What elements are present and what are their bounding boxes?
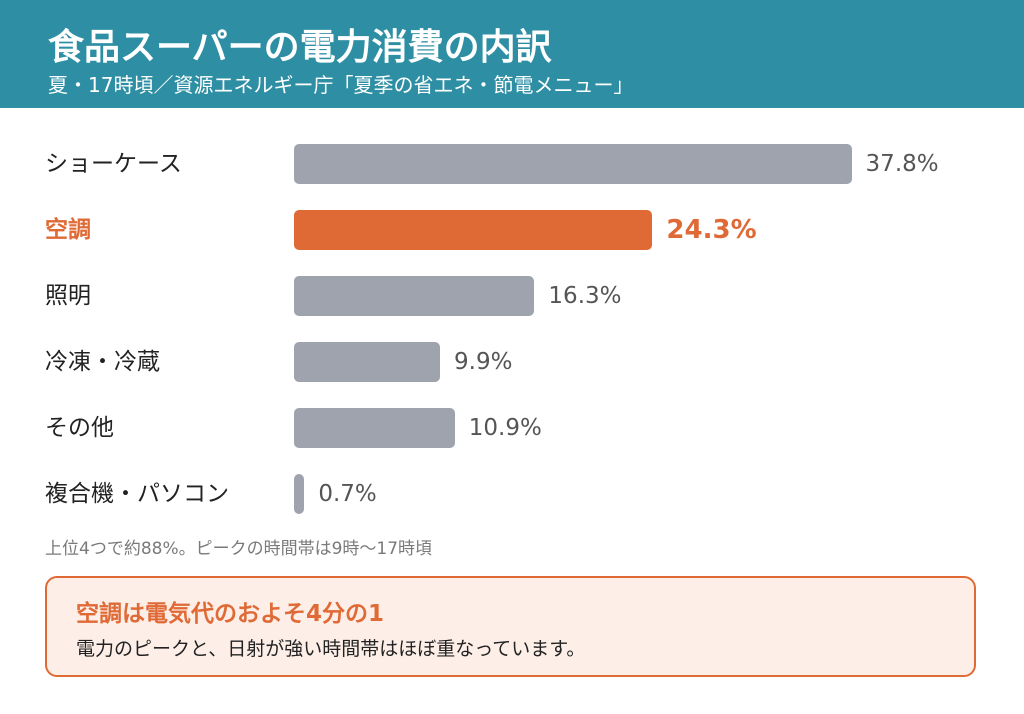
- bar: [294, 210, 653, 250]
- category-label: その他: [45, 415, 114, 441]
- value-label: 37.8%: [865, 151, 939, 177]
- header-banner: 食品スーパーの電力消費の内訳 夏・17時頃／資源エネルギー庁「夏季の省エネ・節電…: [0, 0, 1024, 108]
- category-label: 空調: [45, 217, 91, 243]
- chart-row: 空調 24.3%: [0, 210, 1024, 250]
- chart-row: ショーケース 37.8%: [0, 144, 1024, 184]
- bar: [294, 408, 455, 448]
- bar-chart: ショーケース 37.8% 空調 24.3% 照明 16.3% 冷凍・冷蔵 9.9% その他 10.…: [0, 130, 1024, 530]
- value-label: 24.3%: [666, 215, 757, 245]
- category-label: 冷凍・冷蔵: [45, 349, 160, 375]
- callout-body: 電力のピークと、日射が強い時間帯はほぼ重なっています。: [76, 638, 586, 660]
- category-label: ショーケース: [45, 151, 182, 177]
- value-label: 9.9%: [454, 349, 513, 375]
- value-label: 0.7%: [318, 481, 377, 507]
- category-label: 照明: [45, 283, 91, 309]
- bar: [294, 342, 441, 382]
- chart-row: その他 10.9%: [0, 408, 1024, 448]
- chart-note: 上位4つで約88%。ピークの時間帯は9時〜17時頃: [45, 539, 433, 559]
- bar: [294, 276, 535, 316]
- value-label: 16.3%: [548, 283, 622, 309]
- value-label: 10.9%: [468, 415, 542, 441]
- chart-row: 複合機・パソコン 0.7%: [0, 474, 1024, 514]
- callout-title: 空調は電気代のおよそ4分の1: [76, 601, 385, 627]
- page-subtitle: 夏・17時頃／資源エネルギー庁「夏季の省エネ・節電メニュー」: [48, 73, 634, 97]
- bar: [294, 144, 852, 184]
- page-title: 食品スーパーの電力消費の内訳: [48, 27, 552, 68]
- chart-row: 冷凍・冷蔵 9.9%: [0, 342, 1024, 382]
- bar: [294, 474, 305, 514]
- chart-row: 照明 16.3%: [0, 276, 1024, 316]
- callout-box: 空調は電気代のおよそ4分の1 電力のピークと、日射が強い時間帯はほぼ重なっていま…: [45, 576, 976, 677]
- category-label: 複合機・パソコン: [45, 481, 229, 507]
